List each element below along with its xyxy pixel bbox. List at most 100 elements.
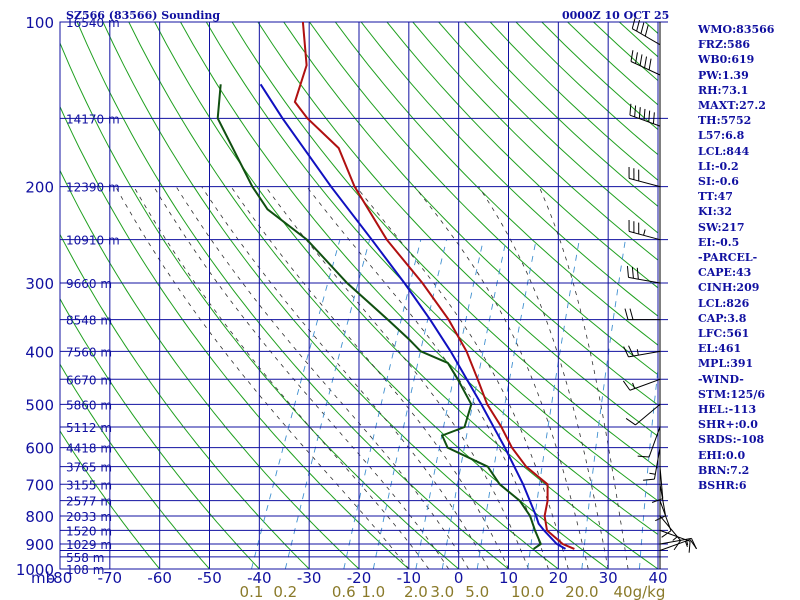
stat-item: LFC:561 bbox=[698, 327, 750, 341]
wind-barb-flag bbox=[640, 22, 645, 34]
height-label: 3155 m bbox=[66, 478, 112, 492]
height-label: 5112 m bbox=[66, 421, 112, 435]
stat-item: LI:-0.2 bbox=[698, 159, 739, 173]
mixing-ratio-label: 2.0 bbox=[404, 583, 428, 600]
height-label: 3765 m bbox=[66, 461, 112, 475]
wind-barb-flag bbox=[638, 107, 641, 119]
wind-barb bbox=[659, 500, 672, 538]
wind-barb-shaft bbox=[628, 177, 661, 188]
height-label: 1520 m bbox=[66, 524, 112, 538]
mixing-ratio-label: 40g/kg bbox=[614, 583, 666, 600]
wind-barb-flag bbox=[688, 541, 691, 553]
wind-barb bbox=[659, 539, 698, 551]
valid-time: 0000Z 10 OCT 25 bbox=[562, 9, 670, 22]
wind-barb-flag bbox=[648, 110, 651, 123]
stat-item: LCL:844 bbox=[698, 144, 750, 158]
height-label: 12390 m bbox=[66, 181, 120, 195]
mixing-ratio-line bbox=[476, 239, 537, 569]
mixing-ratio-label: 20.0 bbox=[565, 583, 598, 600]
mixing-ratio-label: 3.0 bbox=[430, 583, 454, 600]
pressure-tick-label: 100 bbox=[25, 14, 54, 32]
temperature-tick-label: -10 bbox=[397, 569, 422, 587]
stat-item: EI:-0.5 bbox=[698, 235, 740, 249]
stat-item: EL:461 bbox=[698, 342, 742, 356]
height-label: 108 m bbox=[66, 563, 104, 577]
temperature-line bbox=[293, 22, 575, 550]
wind-barb-half bbox=[636, 349, 639, 356]
stat-item: CINH:209 bbox=[698, 281, 760, 295]
stat-item: TT:47 bbox=[698, 190, 733, 204]
mixing-ratio-label: 0.6 bbox=[332, 583, 356, 600]
stat-item: EHI:0.0 bbox=[698, 448, 746, 462]
wind-barb-flag bbox=[639, 54, 643, 66]
stat-item: L57:6.8 bbox=[698, 129, 745, 143]
wind-barbs bbox=[622, 17, 698, 553]
wind-barb-shaft bbox=[628, 276, 661, 284]
wind-barb-half bbox=[649, 472, 656, 475]
wind-barb-flag bbox=[643, 478, 655, 481]
height-label: 558 m bbox=[66, 551, 104, 565]
pressure-tick-label: 1000 bbox=[16, 561, 54, 579]
moist-adiabat bbox=[230, 186, 509, 569]
height-label: 8548 m bbox=[66, 314, 112, 328]
wind-barb-half bbox=[643, 229, 646, 236]
wind-barb-flag bbox=[623, 346, 629, 358]
wind-barb bbox=[651, 466, 664, 503]
wind-barb bbox=[637, 426, 661, 458]
wind-barb-flag bbox=[629, 308, 634, 320]
height-label: 2033 m bbox=[66, 510, 112, 524]
height-label: 4418 m bbox=[66, 442, 112, 456]
temperature-tick-label: 40 bbox=[648, 569, 667, 587]
wind-barb-shaft bbox=[659, 500, 672, 531]
moist-adiabat bbox=[175, 186, 469, 569]
pressure-tick-label: 200 bbox=[25, 179, 54, 197]
wind-barb bbox=[628, 219, 661, 241]
stat-item: PW:1.39 bbox=[698, 68, 749, 82]
temperature-tick-label: -30 bbox=[297, 569, 322, 587]
stat-item: SW:217 bbox=[698, 220, 745, 234]
parcel-line bbox=[259, 83, 566, 550]
wind-barb-flag bbox=[628, 345, 634, 357]
wind-barb bbox=[628, 166, 661, 188]
temperature-tick-label: -50 bbox=[197, 569, 222, 587]
height-label: 9660 m bbox=[66, 277, 112, 291]
wind-barb bbox=[631, 17, 661, 46]
wind-barb-shaft bbox=[628, 350, 661, 358]
stat-item: BRN:7.2 bbox=[698, 463, 750, 477]
wind-barb-shaft bbox=[630, 61, 661, 76]
stats-panel: WMO:83566 FRZ:586 WB0:619 PW:1.39 RH:73.1 MAX… bbox=[698, 22, 798, 493]
wind-barb-shaft bbox=[635, 403, 661, 426]
wind-barb-half bbox=[672, 536, 678, 541]
mixing-ratio-line bbox=[251, 239, 341, 569]
stat-item: FRZ:586 bbox=[698, 38, 751, 52]
stat-item: LCL:826 bbox=[698, 296, 750, 310]
height-label: 1029 m bbox=[66, 538, 112, 552]
wind-barb-flag bbox=[661, 530, 672, 538]
height-label: 5860 m bbox=[66, 398, 112, 412]
mixing-ratio-line bbox=[284, 239, 371, 569]
wind-barb-shaft bbox=[648, 426, 661, 458]
wind-barb bbox=[630, 50, 661, 76]
height-label: 7560 m bbox=[66, 345, 112, 359]
stat-item: -WIND- bbox=[698, 372, 744, 386]
wind-barb-flag bbox=[648, 58, 652, 71]
mixing-ratio-label: 0.2 bbox=[273, 583, 297, 600]
mixing-ratio-label: 5.0 bbox=[465, 583, 489, 600]
temperature-tick-label: -70 bbox=[98, 569, 123, 587]
pressure-tick-label: 300 bbox=[25, 275, 54, 293]
pressure-tick-label: 600 bbox=[25, 440, 54, 458]
temperature-tick-label: 30 bbox=[599, 569, 618, 587]
temperature-tick-label: 10 bbox=[499, 569, 518, 587]
pressure-tick-label: 900 bbox=[25, 536, 54, 554]
wind-barb-shaft bbox=[659, 466, 664, 499]
chart-grid bbox=[59, 21, 668, 570]
mixing-ratio-line bbox=[527, 239, 580, 569]
stat-item: RH:73.1 bbox=[698, 83, 749, 97]
chart-title: SZ566 (83566) Sounding bbox=[66, 9, 221, 22]
wind-barb-flag bbox=[651, 498, 663, 503]
mixing-ratio-label: 0.1 bbox=[240, 583, 264, 600]
stat-item: HEL:-113 bbox=[698, 403, 757, 417]
dewpoint-line bbox=[216, 84, 543, 550]
